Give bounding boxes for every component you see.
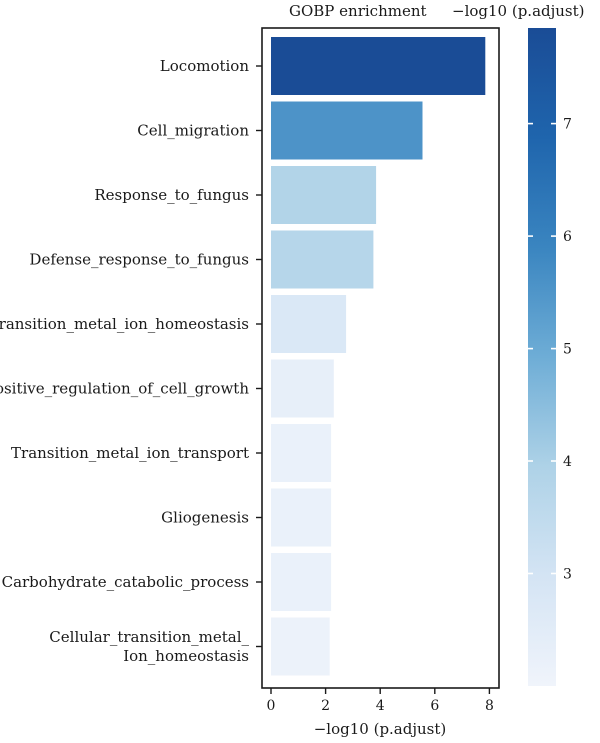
bar-2	[271, 101, 423, 160]
category-labels: Locomotion Cell_migration Response_to_fung…	[0, 57, 262, 665]
category-label-4: Defense_response_to_fungus	[29, 251, 249, 269]
x-tick-label-6: 6	[430, 698, 439, 714]
colorbar-title: −log10 (p.adjust)	[452, 2, 585, 20]
colorbar-tick-label-5: 5	[563, 342, 572, 358]
bar-10	[271, 617, 330, 676]
bars-layer	[271, 37, 486, 676]
colorbar-tick-label-6: 6	[563, 229, 572, 245]
colorbar-tick-label-3: 3	[563, 567, 572, 583]
bar-4	[271, 230, 374, 289]
category-label-7: Transition_metal_ion_transport	[11, 444, 249, 462]
category-label-2: Cell_migration	[137, 122, 249, 140]
bar-3	[271, 166, 377, 224]
chart-title: GOBP enrichment	[289, 2, 427, 20]
category-label-3: Response_to_fungus	[94, 186, 249, 204]
colorbar-tick-label-7: 7	[563, 117, 572, 133]
bar-8	[271, 488, 332, 547]
bar-7	[271, 424, 332, 482]
category-label-8: Gliogenesis	[161, 509, 249, 527]
x-tick-label-2: 2	[321, 698, 330, 714]
x-axis-title: −log10 (p.adjust)	[314, 720, 447, 738]
x-axis: 0 2 4 6 8	[267, 688, 494, 714]
category-label-10-line-1: Cellular_transition_metal_	[49, 628, 249, 646]
category-label-1: Locomotion	[160, 57, 250, 75]
x-tick-label-8: 8	[485, 698, 494, 714]
colorbar-ticks: 3 4 5 6 7	[528, 117, 572, 583]
colorbar	[528, 28, 556, 686]
colorbar-tick-label-4: 4	[563, 454, 572, 470]
x-tick-label-4: 4	[376, 698, 385, 714]
category-label-6: Positive_regulation_of_cell_growth	[0, 380, 249, 398]
bar-6	[271, 359, 334, 418]
bar-1	[271, 37, 486, 95]
category-label-5: Transition_metal_ion_homeostasis	[0, 315, 249, 333]
category-label-10-line-2: Ion_homeostasis	[123, 647, 249, 665]
bar-5	[271, 295, 347, 353]
bar-9	[271, 553, 332, 611]
category-label-9: Carbohydrate_catabolic_process	[2, 573, 249, 591]
x-tick-label-0: 0	[267, 698, 276, 714]
